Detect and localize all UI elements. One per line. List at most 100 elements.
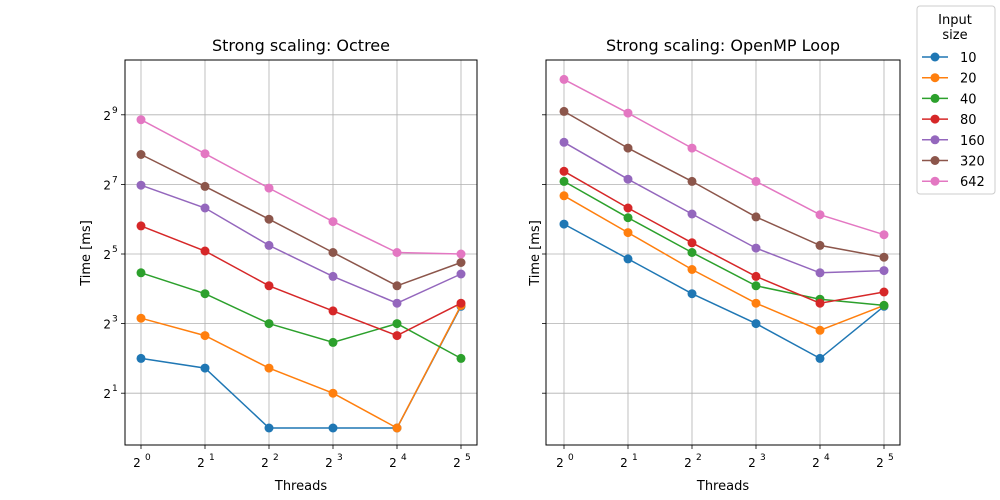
- y-tick-exponent: 9: [112, 106, 118, 116]
- data-point-642: [456, 249, 466, 259]
- data-point-20: [200, 331, 210, 341]
- data-point-80: [456, 298, 466, 308]
- legend-marker-642: [930, 176, 940, 186]
- data-point-40: [392, 319, 402, 329]
- legend-label-642: 642: [960, 175, 985, 190]
- legend-label-40: 40: [960, 92, 977, 107]
- x-tick-label: 2: [133, 456, 141, 470]
- data-point-80: [136, 221, 146, 231]
- series-line-80: [140, 225, 462, 337]
- data-point-40: [751, 281, 761, 291]
- x-tick-label: 2: [325, 456, 333, 470]
- data-point-320: [200, 181, 210, 191]
- x-tick-label: 2: [620, 456, 628, 470]
- x-axis-label: Threads: [696, 479, 749, 494]
- data-point-40: [879, 300, 889, 310]
- y-tick-label: 2: [103, 248, 111, 262]
- y-axis-label: Time [ms]: [79, 220, 94, 287]
- data-point-20: [559, 191, 569, 201]
- x-tick-exponent: 3: [337, 453, 343, 463]
- tick-labels: 2 0 2 1 2 2 2 3 2 4 2 52 12 32 52 72 9: [103, 106, 470, 470]
- x-axis-label: Threads: [274, 479, 327, 494]
- data-point-642: [136, 115, 146, 125]
- series-line-320: [140, 153, 462, 287]
- x-tick-exponent: 5: [888, 453, 894, 463]
- legend-marker-320: [930, 156, 940, 165]
- x-tick-exponent: 2: [273, 453, 279, 463]
- data-point-10: [328, 423, 338, 433]
- data-point-320: [392, 281, 402, 291]
- x-tick-label: 2: [556, 456, 564, 470]
- legend: Input size 10 20 40 80 160 320 642: [916, 5, 996, 195]
- data-point-10: [264, 423, 274, 433]
- data-point-20: [815, 325, 825, 335]
- data-point-40: [456, 353, 466, 363]
- series-line-20: [140, 305, 462, 430]
- data-point-320: [879, 252, 889, 262]
- data-point-320: [264, 214, 274, 224]
- data-point-20: [328, 388, 338, 398]
- panel-octree: Strong scaling: Octree 2 0 2 1 2 2 2 3 2 4 2 52 12 32…: [79, 36, 478, 494]
- x-tick-exponent: 5: [465, 453, 471, 463]
- legend-marker-40: [930, 93, 940, 103]
- data-point-642: [328, 217, 338, 227]
- x-tick-exponent: 0: [568, 453, 574, 463]
- series-line-160: [140, 184, 462, 305]
- series-line-20: [563, 195, 885, 332]
- series-line-320: [563, 110, 885, 258]
- data-point-80: [623, 203, 633, 213]
- y-tick-label: 2: [103, 387, 111, 401]
- series-line-40: [563, 180, 885, 307]
- data-point-320: [559, 106, 569, 116]
- data-point-80: [264, 281, 274, 291]
- data-point-642: [687, 143, 697, 153]
- x-tick-exponent: 2: [696, 453, 702, 463]
- series-line-10: [563, 223, 885, 360]
- legend-label-20: 20: [960, 72, 977, 87]
- x-tick-label: 2: [453, 456, 461, 470]
- legend-label-320: 320: [960, 155, 985, 170]
- y-tick-label: 2: [103, 318, 111, 332]
- data-point-80: [815, 298, 825, 308]
- y-tick-exponent: 3: [112, 315, 118, 325]
- data-point-10: [200, 363, 210, 373]
- legend-label-80: 80: [960, 113, 977, 128]
- data-point-40: [136, 268, 146, 278]
- y-tick-exponent: 7: [112, 175, 118, 185]
- data-point-20: [392, 423, 402, 433]
- data-point-160: [392, 298, 402, 308]
- series-line-642: [140, 119, 462, 255]
- series-line-80: [563, 170, 885, 304]
- series-group: [559, 74, 889, 363]
- data-point-20: [136, 313, 146, 323]
- data-point-10: [751, 319, 761, 329]
- data-point-80: [328, 306, 338, 316]
- data-point-10: [623, 254, 633, 264]
- data-point-10: [136, 353, 146, 363]
- data-point-40: [328, 337, 338, 347]
- x-tick-exponent: 0: [145, 453, 151, 463]
- data-point-320: [687, 176, 697, 186]
- data-point-642: [200, 149, 210, 159]
- data-point-160: [623, 174, 633, 184]
- data-point-642: [559, 74, 569, 84]
- data-point-642: [815, 210, 825, 220]
- data-point-80: [687, 238, 697, 248]
- legend-title-line2: size: [942, 28, 967, 43]
- data-point-20: [264, 363, 274, 373]
- data-point-320: [751, 212, 761, 222]
- x-tick-exponent: 4: [824, 453, 830, 463]
- x-tick-label: 2: [812, 456, 820, 470]
- data-point-80: [200, 246, 210, 256]
- data-point-320: [456, 258, 466, 267]
- data-point-80: [559, 166, 569, 176]
- legend-label-160: 160: [960, 134, 985, 149]
- data-point-320: [815, 240, 825, 250]
- x-tick-label: 2: [684, 456, 692, 470]
- x-tick-exponent: 3: [760, 453, 766, 463]
- y-tick-label: 2: [103, 178, 111, 192]
- data-point-10: [815, 353, 825, 363]
- data-point-40: [687, 248, 697, 257]
- data-point-40: [623, 213, 633, 223]
